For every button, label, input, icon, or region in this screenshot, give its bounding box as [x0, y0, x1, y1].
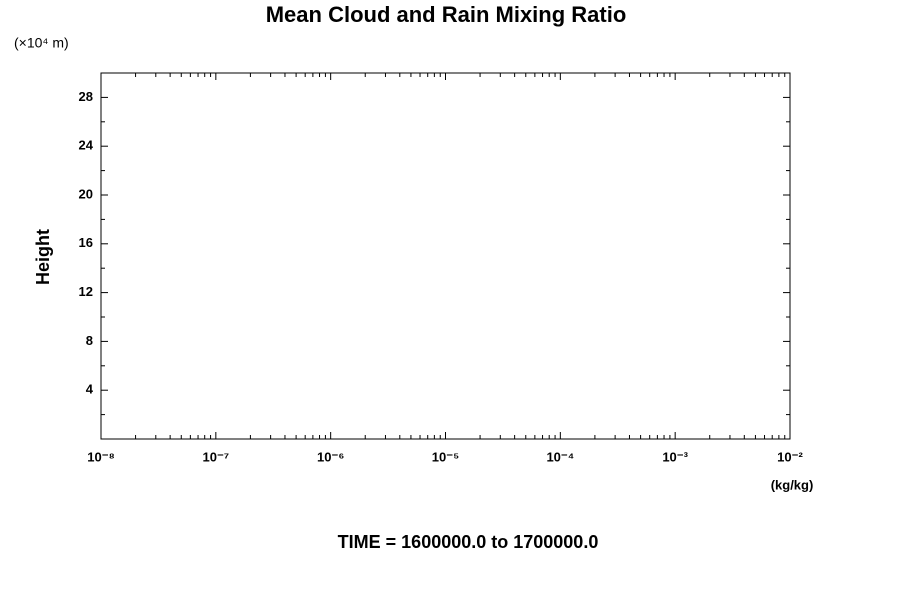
y-axis-label: Height — [33, 229, 53, 285]
y-tick-label: 4 — [86, 382, 94, 397]
y-unit-label: (×10⁴ m) — [14, 35, 69, 51]
plot-frame — [100, 72, 791, 440]
y-tick-label: 12 — [79, 284, 93, 299]
x-tick-label: 10⁻⁸ — [87, 449, 114, 464]
y-tick-label: 20 — [79, 186, 93, 201]
x-tick-label: 10⁻⁷ — [202, 449, 229, 464]
x-tick-label: 10⁻⁵ — [432, 449, 459, 464]
x-tick-label: 10⁻⁶ — [317, 449, 344, 464]
x-tick-label: 10⁻⁴ — [546, 449, 574, 464]
footer: TIME = 1600000.0 to 1700000.0 — [338, 532, 599, 552]
y-tick-label: 8 — [86, 333, 93, 348]
x-tick-label: 10⁻² — [777, 449, 803, 464]
x-tick-label: 10⁻³ — [662, 449, 688, 464]
y-tick-label: 24 — [79, 138, 94, 153]
y-tick-label: 16 — [79, 235, 93, 250]
x-unit-label: (kg/kg) — [771, 477, 814, 492]
y-tick-label: 28 — [79, 89, 93, 104]
chart-title: Mean Cloud and Rain Mixing Ratio — [266, 2, 627, 27]
